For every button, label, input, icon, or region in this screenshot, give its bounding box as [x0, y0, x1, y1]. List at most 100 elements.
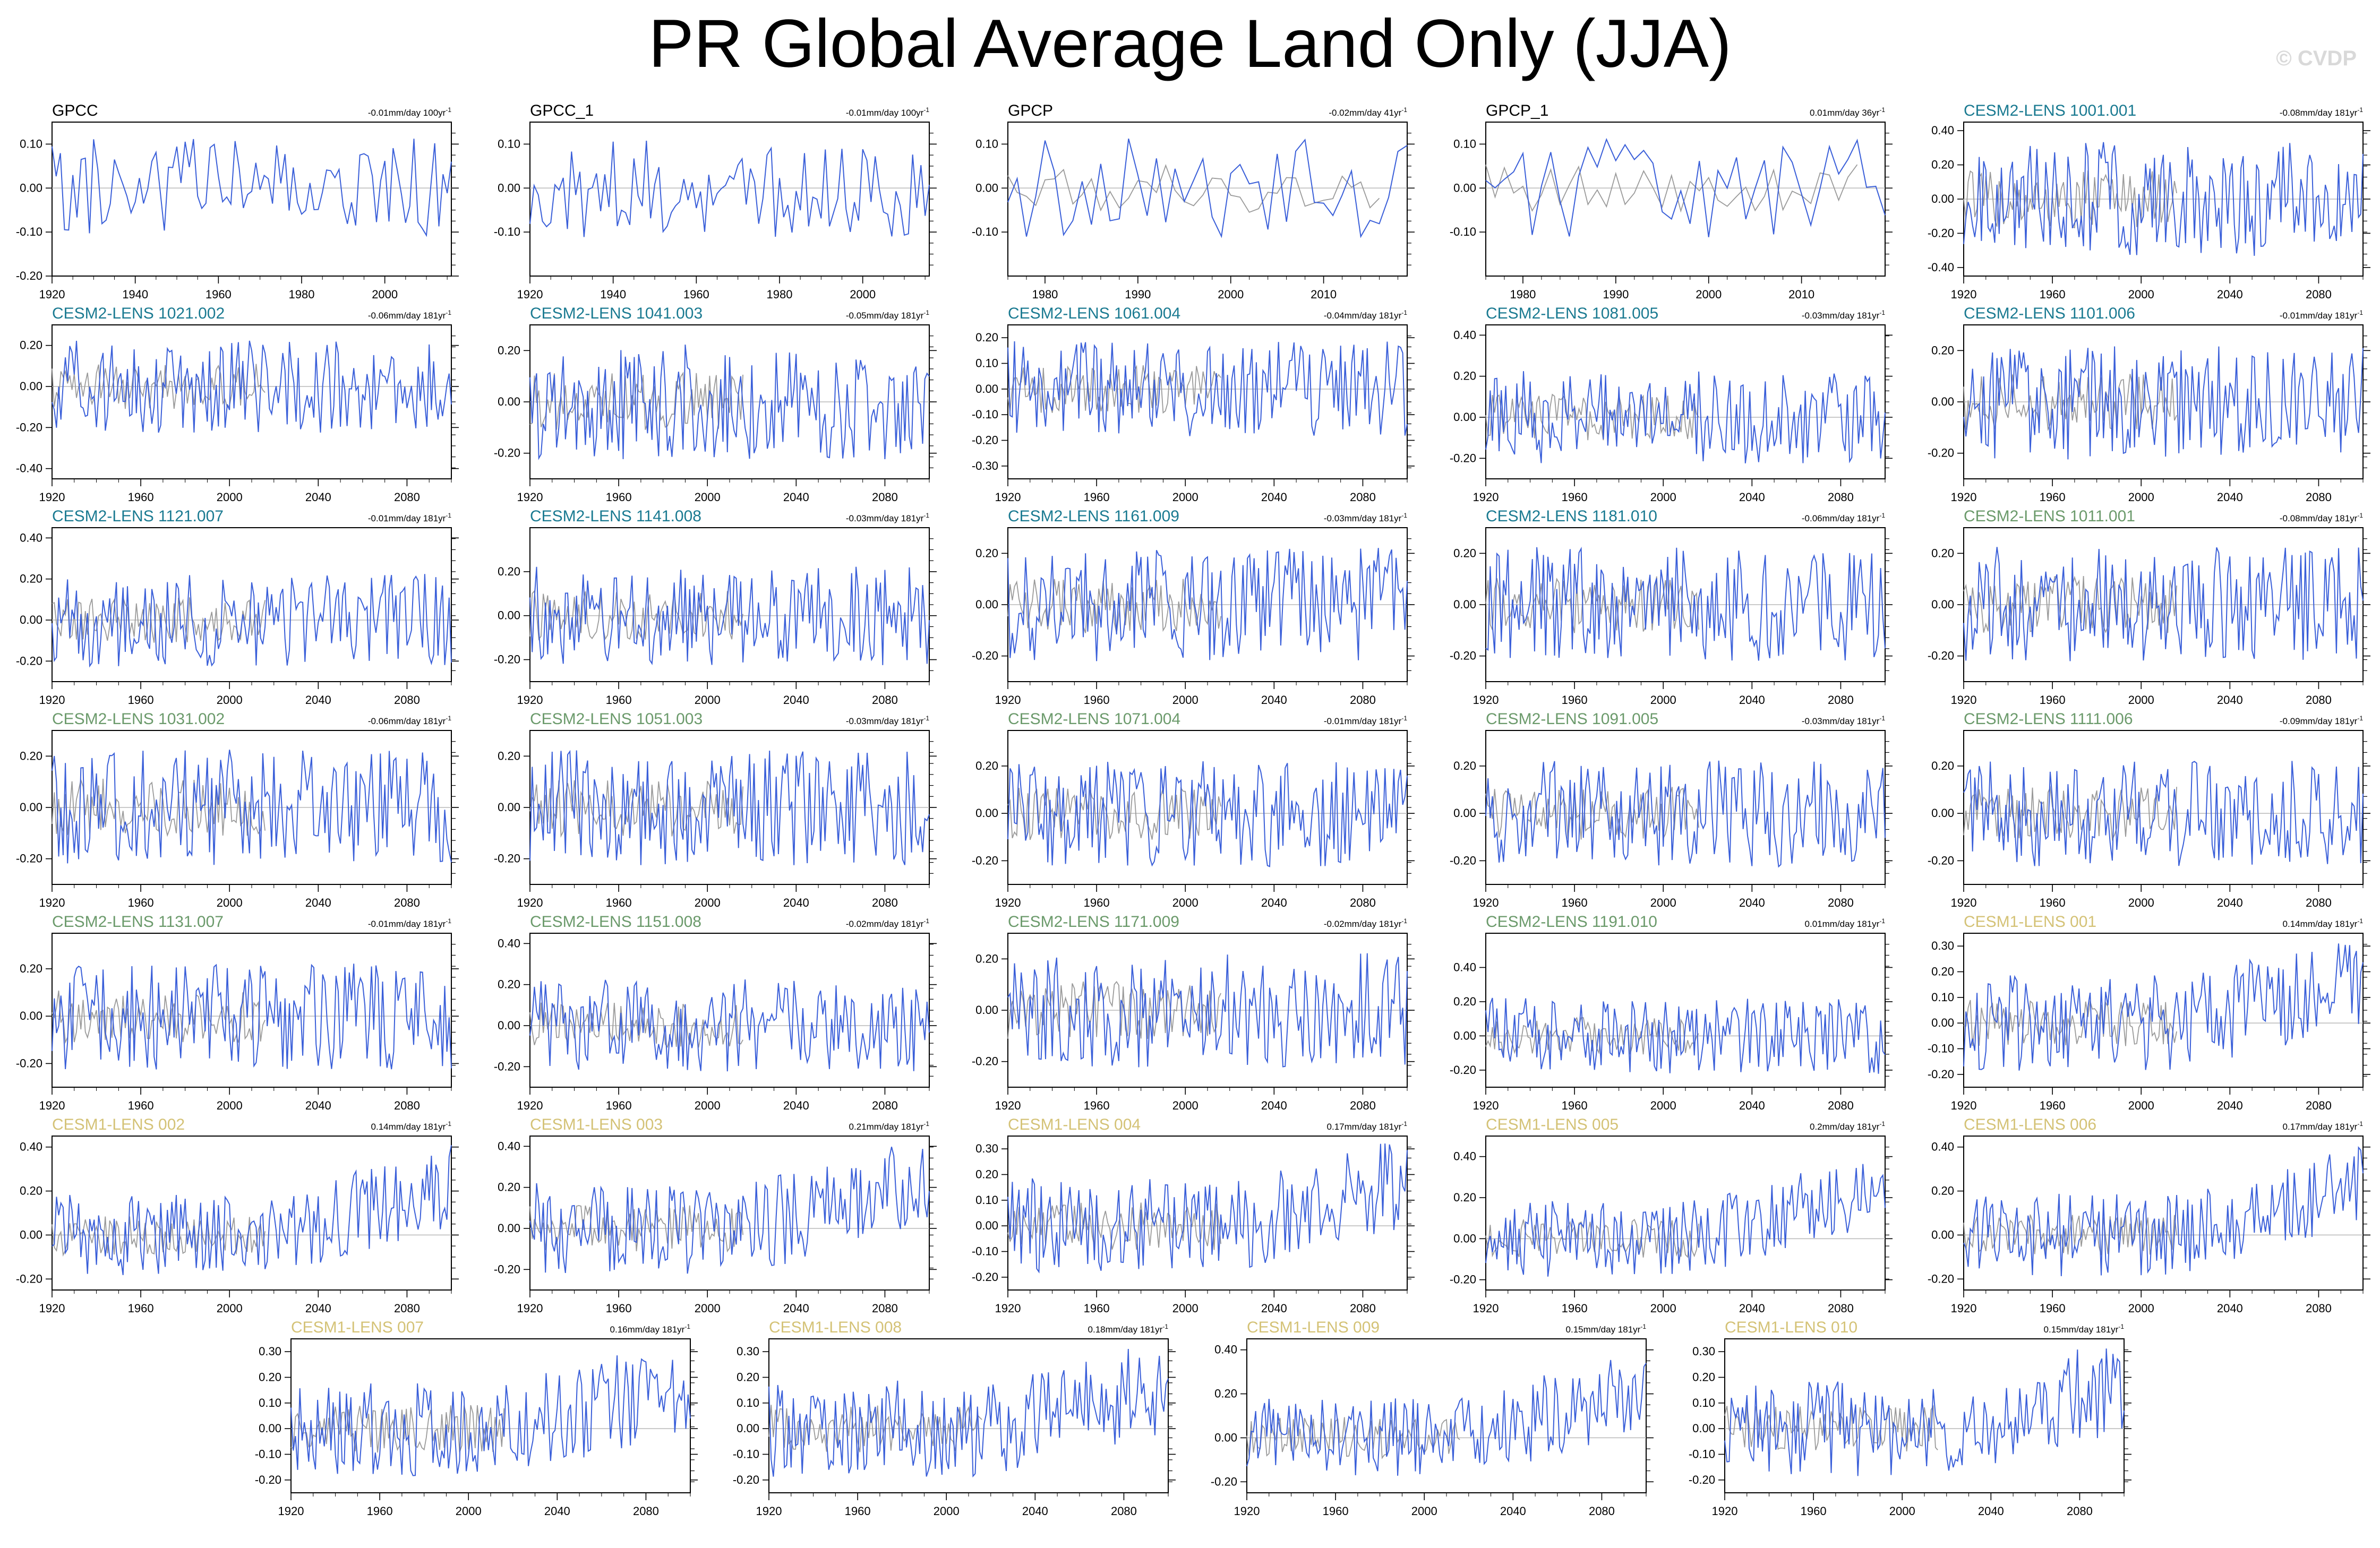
trend-label: -0.06mm/day 181yr-1	[368, 309, 451, 321]
x-tick-label: 1920	[1473, 896, 1499, 909]
x-tick-label: 1920	[1951, 491, 1977, 504]
x-tick-label: 2080	[872, 693, 898, 707]
x-tick-label: 2040	[783, 1302, 809, 1315]
y-tick-label: 0.30	[1931, 939, 1954, 952]
y-tick-label: -0.20	[1928, 446, 1954, 460]
y-tick-label: 0.20	[1931, 158, 1954, 171]
observed-series	[52, 778, 266, 837]
panel-title: CESM2-LENS 1031.002	[52, 710, 225, 728]
x-tick-label: 2040	[305, 491, 331, 504]
y-tick-label: 0.40	[1214, 1343, 1237, 1356]
x-tick-label: 2000	[217, 1302, 243, 1315]
model-series	[1007, 761, 1408, 867]
model-series	[1963, 142, 2364, 256]
panel-title: CESM2-LENS 1111.006	[1964, 710, 2133, 728]
y-tick-label: -0.10	[16, 225, 42, 238]
model-series	[1246, 1360, 1647, 1476]
x-tick-label: 2080	[394, 896, 420, 909]
model-series	[1724, 1348, 2125, 1476]
panel-13: -0.20 0.00 0.20 1920 1960 2000 2040 2080 CESM2-L…	[972, 508, 1415, 707]
x-tick-label: 1920	[517, 1099, 543, 1112]
x-tick-label: 1920	[1473, 693, 1499, 707]
y-tick-label: 0.00	[1453, 1232, 1476, 1245]
plot-frame	[1485, 933, 1886, 1088]
x-tick-label: 2000	[1172, 693, 1198, 707]
x-tick-label: 1920	[39, 288, 65, 301]
y-tick-label: 0.20	[1931, 546, 1954, 560]
x-tick-label: 2010	[1311, 288, 1337, 301]
x-tick-label: 2000	[217, 491, 243, 504]
y-tick-label: 0.00	[1931, 598, 1954, 611]
y-tick-label: 0.30	[1692, 1345, 1715, 1358]
observed-series	[1007, 1202, 1221, 1250]
y-tick-label: 0.20	[498, 565, 520, 578]
model-series	[529, 750, 930, 865]
y-tick-label: -0.20	[255, 1473, 281, 1486]
y-tick-label: -0.20	[494, 1262, 520, 1276]
x-tick-label: 2000	[456, 1504, 482, 1518]
x-tick-label: 2080	[2306, 491, 2332, 504]
x-tick-label: 2040	[1261, 693, 1287, 707]
panel-title: CESM2-LENS 1081.005	[1486, 305, 1658, 322]
x-tick-label: 1960	[2040, 288, 2066, 301]
y-tick-label: 0.10	[737, 1396, 759, 1409]
x-tick-label: 1940	[122, 288, 148, 301]
x-tick-label: 2080	[1828, 1302, 1854, 1315]
model-series	[1485, 760, 1886, 868]
x-tick-label: 2080	[1828, 693, 1854, 707]
panel-title: CESM2-LENS 1141.008	[530, 508, 701, 525]
plot-frame	[1485, 730, 1886, 885]
y-tick-label: -0.20	[494, 653, 520, 666]
panel-30: -0.20 0.00 0.20 0.40 1920 1960 2000 2040 2080 CES…	[1928, 1116, 2370, 1315]
x-tick-label: 2000	[1172, 491, 1198, 504]
trend-label: 0.15mm/day 181yr-1	[2044, 1323, 2125, 1335]
x-tick-label: 1920	[39, 693, 65, 707]
y-tick-label: 0.20	[1214, 1387, 1237, 1400]
y-tick-label: -0.20	[1928, 1068, 1954, 1081]
y-tick-label: -0.20	[733, 1473, 759, 1486]
x-tick-label: 1920	[1951, 896, 1977, 909]
plot-frame	[52, 122, 452, 277]
y-tick-label: -0.20	[1928, 226, 1954, 239]
x-tick-label: 2040	[2217, 288, 2243, 301]
x-tick-label: 1960	[1323, 1504, 1349, 1518]
x-tick-label: 1920	[39, 491, 65, 504]
x-tick-label: 2000	[1889, 1504, 1915, 1518]
x-tick-label: 2000	[695, 896, 721, 909]
y-tick-label: -0.10	[972, 225, 998, 238]
observed-series	[1963, 786, 2177, 841]
y-tick-label: 0.00	[975, 1003, 998, 1017]
y-tick-label: 0.10	[975, 357, 998, 370]
panel-title: CESM2-LENS 1151.008	[530, 913, 701, 931]
x-tick-label: 2000	[1650, 693, 1676, 707]
y-tick-label: -0.20	[1450, 1063, 1476, 1077]
y-tick-label: -0.20	[972, 854, 998, 867]
panel-title: CESM1-LENS 001	[1964, 913, 2096, 931]
panel-22: -0.20 0.00 0.20 0.40 1920 1960 2000 2040 2080 CES…	[494, 913, 937, 1112]
model-series	[529, 566, 930, 665]
y-tick-label: 0.00	[975, 806, 998, 820]
trend-label: 0.2mm/day 181yr-1	[1810, 1120, 1885, 1132]
y-tick-label: 0.20	[1931, 343, 1954, 357]
x-tick-label: 1940	[600, 288, 626, 301]
trend-label: -0.01mm/day 181yr-1	[2280, 309, 2363, 321]
model-series	[1007, 1143, 1408, 1274]
panel-1: -0.20 -0.10 0.00 0.10 1920 1940 1960 1980 2000 GP…	[16, 102, 459, 301]
x-tick-label: 1920	[39, 1099, 65, 1112]
model-series	[529, 1147, 930, 1274]
x-tick-label: 2000	[1650, 1302, 1676, 1315]
y-tick-label: 0.20	[498, 978, 520, 991]
panel-32: -0.20 -0.10 0.00 0.10 0.20 0.30 1920 1960 2000 20…	[733, 1319, 1176, 1518]
x-tick-label: 2000	[1172, 896, 1198, 909]
y-tick-label: 0.00	[498, 609, 520, 622]
model-series	[1485, 997, 1886, 1074]
y-tick-label: -0.20	[1450, 854, 1476, 867]
y-tick-label: 0.00	[1453, 1029, 1476, 1042]
y-tick-label: 0.20	[975, 759, 998, 772]
x-tick-label: 1960	[1084, 896, 1110, 909]
plot-frame	[1485, 324, 1886, 479]
x-tick-label: 2000	[695, 693, 721, 707]
x-tick-label: 1960	[845, 1504, 871, 1518]
model-series	[1963, 943, 2364, 1071]
panel-title: CESM2-LENS 1091.005	[1486, 710, 1658, 728]
